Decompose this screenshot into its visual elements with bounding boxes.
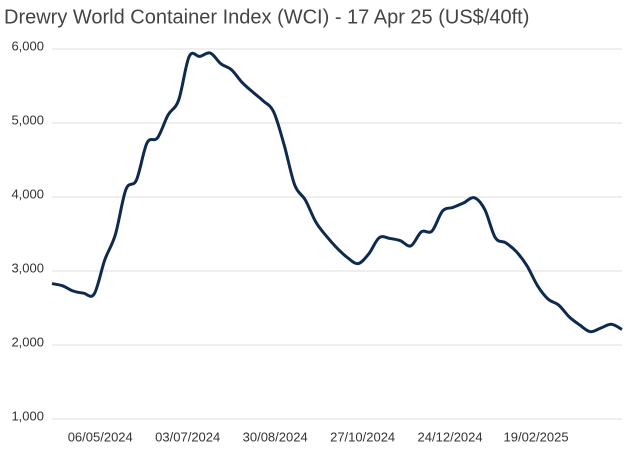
- y-tick-label: 1,000: [11, 408, 44, 423]
- y-tick-label: 4,000: [11, 186, 44, 201]
- x-tick-label: 19/02/2025: [504, 429, 569, 444]
- x-tick-label: 27/10/2024: [330, 429, 395, 444]
- data-line: [51, 51, 623, 334]
- y-tick-label: 2,000: [11, 334, 44, 349]
- chart-title: Drewry World Container Index (WCI) - 17 …: [4, 6, 529, 28]
- x-tick-label: 03/07/2024: [155, 429, 220, 444]
- x-tick-label: 24/12/2024: [418, 429, 483, 444]
- y-tick-label: 6,000: [11, 38, 44, 53]
- y-tick-label: 3,000: [11, 260, 44, 275]
- x-tick-label: 06/05/2024: [68, 429, 133, 444]
- x-tick-label: 30/08/2024: [243, 429, 308, 444]
- y-tick-label: 5,000: [11, 112, 44, 127]
